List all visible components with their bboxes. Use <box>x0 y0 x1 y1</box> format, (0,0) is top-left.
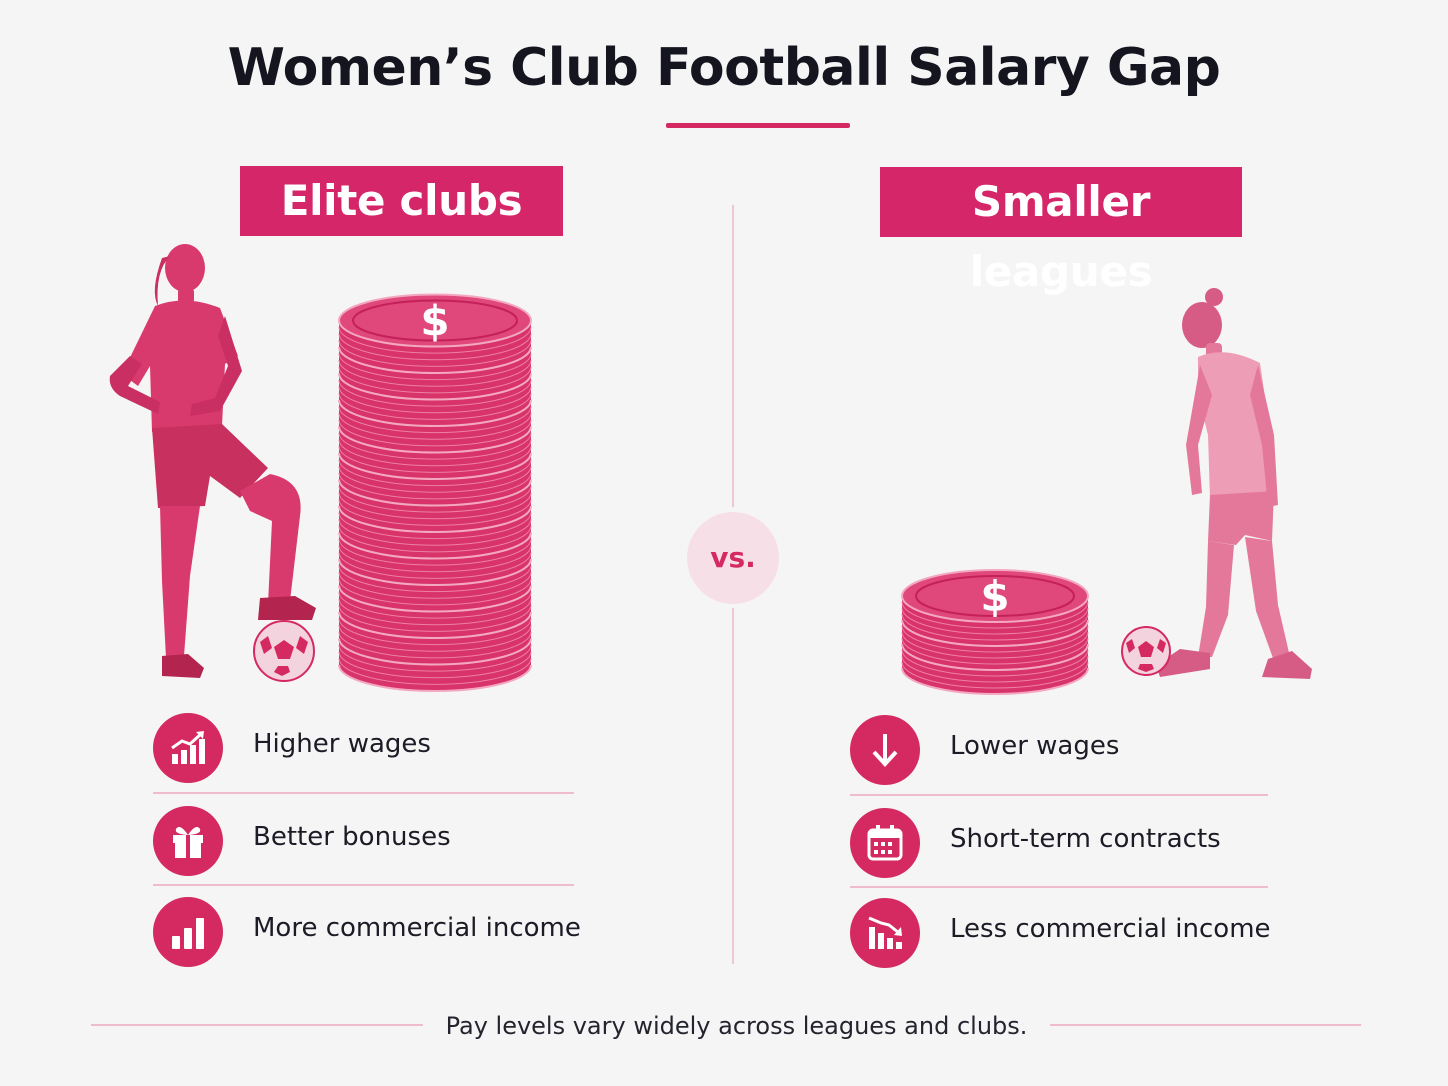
title-underline <box>666 123 850 128</box>
elite-player-illustration <box>109 244 316 678</box>
smaller-coin-rim <box>915 575 1075 617</box>
footnote: Pay levels vary widely across leagues an… <box>445 1012 1028 1040</box>
feature-row-short-term-contracts: Short-term contracts <box>850 798 1268 888</box>
feature-row-less-commercial-income: Less commercial income <box>850 888 1271 978</box>
elite-football-icon <box>253 620 315 682</box>
smaller-league-player-illustration <box>1156 288 1312 679</box>
feature-label: Lower wages <box>950 731 1120 761</box>
elite-coin-stack: $ <box>338 293 532 692</box>
smaller-league-coin-stack: $ <box>901 569 1089 695</box>
page-title: Women’s Club Football Salary Gap <box>227 38 1221 98</box>
footnote-rule-right <box>1050 1024 1361 1026</box>
feature-label: More commercial income <box>253 913 581 943</box>
calendar-icon <box>850 808 920 878</box>
feature-label: Short-term contracts <box>950 824 1221 854</box>
smaller-coin-top <box>901 569 1089 623</box>
vs-badge: vs. <box>687 512 779 604</box>
declining-chart-icon <box>850 898 920 968</box>
feature-row-higher-wages: Higher wages <box>153 703 574 793</box>
feature-row-lower-wages: Lower wages <box>850 705 1268 795</box>
smaller-leagues-header: Smaller leagues <box>880 167 1242 296</box>
feature-row-more-commercial-income: More commercial income <box>153 887 581 977</box>
elite-coin-rim <box>352 299 518 342</box>
feature-row-better-bonuses: Better bonuses <box>153 796 574 886</box>
row-separator <box>850 794 1268 796</box>
bar-chart-icon <box>153 897 223 967</box>
elite-dollar-sign-icon: $ <box>420 297 449 346</box>
elite-coin-top <box>338 293 532 348</box>
center-divider-bottom <box>732 608 734 964</box>
smaller-league-football-icon <box>1121 626 1171 676</box>
rising-chart-icon <box>153 713 223 783</box>
feature-label: Less commercial income <box>950 914 1271 944</box>
row-separator <box>850 886 1268 888</box>
smaller-dollar-sign-icon: $ <box>980 572 1009 621</box>
elite-clubs-header: Elite clubs <box>240 166 563 236</box>
center-divider-top <box>732 205 734 507</box>
feature-label: Higher wages <box>253 729 431 759</box>
row-separator <box>153 884 574 886</box>
footnote-rule-left <box>91 1024 423 1026</box>
row-separator <box>153 792 574 794</box>
gift-icon <box>153 806 223 876</box>
feature-label: Better bonuses <box>253 822 451 852</box>
arrow-down-icon <box>850 715 920 785</box>
